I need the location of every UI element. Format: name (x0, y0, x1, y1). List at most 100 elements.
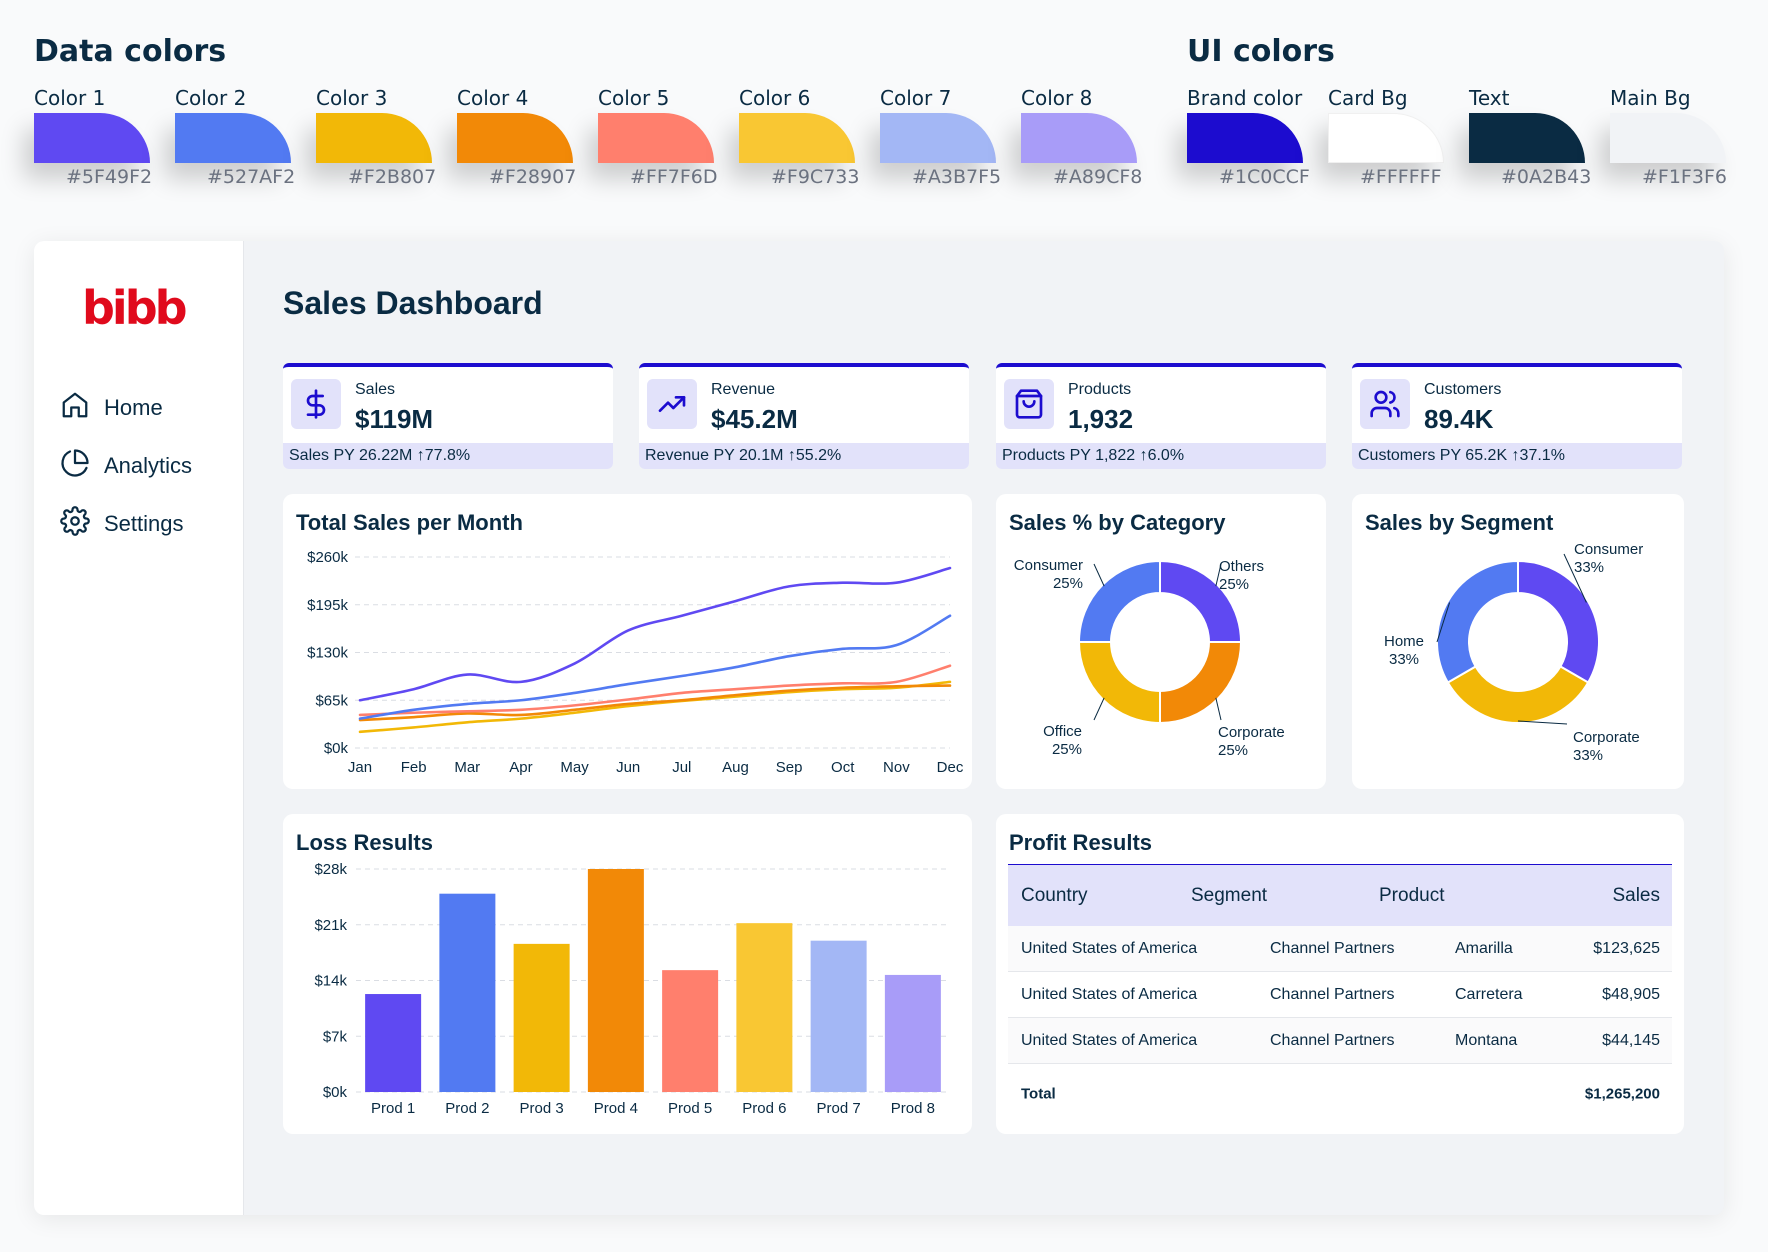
kpi-card-sales[interactable]: Sales $119M Sales PY 26.22M ↑77.8% (283, 363, 613, 469)
y-tick-label: $130k (307, 645, 348, 662)
x-tick-label: Sep (776, 759, 803, 776)
series-line (358, 566, 952, 702)
x-tick-label: Feb (401, 759, 427, 776)
total-label: Total (1021, 1085, 1056, 1103)
donut-slice (1159, 641, 1243, 725)
cell-sales: $48,905 (1602, 985, 1660, 1003)
category-card: Sales % by Category Others 25% Corporate 25… (996, 494, 1326, 789)
bar (810, 940, 867, 1092)
sidebar-item-analytics[interactable]: Analytics (60, 446, 192, 486)
x-tick-label: Prod 8 (891, 1100, 935, 1117)
x-tick-label: Prod 5 (668, 1100, 712, 1117)
series-line (358, 684, 952, 722)
swatch-hex: #F2B807 (348, 166, 437, 188)
cell-product: Carretera (1455, 985, 1523, 1003)
column-header-country[interactable]: Country (1021, 884, 1088, 906)
kpi-label: Sales (355, 381, 396, 398)
kpi-value: $119M (355, 404, 434, 434)
slice-percent: 25% (1052, 741, 1082, 758)
cell-sales: $123,625 (1593, 939, 1660, 957)
swatch-hex: #F1F3F6 (1642, 166, 1727, 188)
x-tick-label: Prod 4 (594, 1100, 638, 1117)
slice-percent: 25% (1053, 575, 1083, 592)
donut-slice (1446, 665, 1590, 724)
column-header-segment[interactable]: Segment (1191, 884, 1268, 906)
x-tick-label: Mar (454, 759, 480, 776)
leader-line (1093, 697, 1105, 721)
cell-country: United States of America (1021, 985, 1198, 1003)
x-tick-label: Oct (831, 759, 855, 776)
cell-product: Montana (1455, 1031, 1518, 1049)
kpi-footer: Products PY 1,822 ↑6.0% (996, 443, 1326, 469)
kpi-footer: Sales PY 26.22M ↑77.8% (283, 443, 613, 469)
profit-card: Profit Results Country Segment Product S… (996, 814, 1684, 1134)
dollar-icon (291, 379, 341, 429)
leader-line (1436, 602, 1451, 643)
x-tick-label: Aug (722, 759, 749, 776)
table-header: Country Segment Product Sales (1008, 864, 1672, 926)
kpi-label: Customers (1424, 381, 1502, 398)
table-total-row: Total $1,265,200 (1008, 1064, 1672, 1124)
kpi-label: Products (1068, 381, 1132, 398)
slice-label: Consumer (1014, 557, 1083, 574)
swatch-label: Color 3 (316, 86, 388, 110)
bar (662, 970, 719, 1092)
kpi-card-products[interactable]: Products 1,932 Products PY 1,822 ↑6.0% (996, 363, 1326, 469)
swatch-hex: #F9C733 (771, 166, 860, 188)
series-line (358, 680, 952, 734)
bar (587, 869, 644, 1092)
slice-percent: 33% (1574, 559, 1604, 576)
sidebar: bibb Home Analytics Settings (34, 241, 244, 1215)
table-body: United States of America Channel Partner… (1008, 926, 1672, 1064)
bar (439, 893, 496, 1092)
kpi-footer: Revenue PY 20.1M ↑55.2% (639, 443, 969, 469)
table-row[interactable]: United States of America Channel Partner… (1008, 972, 1672, 1018)
shopping-bag-icon (1004, 379, 1054, 429)
kpi-card-customers[interactable]: Customers 89.4K Customers PY 65.2K ↑37.1… (1352, 363, 1682, 469)
kpi-value: 1,932 (1068, 404, 1134, 434)
swatch-hex: #FF7F6D (630, 166, 718, 188)
data-colors-title: Data colors (34, 34, 227, 69)
swatch-hex: #1C0CCF (1219, 166, 1310, 188)
leader-line (1215, 697, 1222, 721)
profit-table: Country Segment Product Sales United Sta… (1008, 864, 1672, 1124)
color-swatch (739, 113, 855, 163)
logo[interactable]: bibb (82, 281, 188, 335)
column-header-sales[interactable]: Sales (1612, 884, 1660, 906)
swatch-label: Color 6 (739, 86, 811, 110)
y-tick-label: $65k (315, 692, 348, 709)
table-row[interactable]: United States of America Channel Partner… (1008, 1018, 1672, 1064)
cell-sales: $44,145 (1602, 1031, 1660, 1049)
pie-chart-icon (60, 448, 90, 484)
x-tick-label: Apr (509, 759, 532, 776)
users-icon (1360, 379, 1410, 429)
swatch-hex: #A89CF8 (1053, 166, 1143, 188)
cell-segment: Channel Partners (1270, 939, 1395, 957)
color-swatch (1187, 113, 1303, 163)
kpi-card-revenue[interactable]: Revenue $45.2M Revenue PY 20.1M ↑55.2% (639, 363, 969, 469)
sidebar-item-label: Settings (104, 511, 184, 536)
color-swatch (1328, 113, 1444, 163)
y-tick-label: $14k (314, 973, 347, 990)
leader-line (1093, 563, 1105, 587)
slice-percent: 33% (1573, 747, 1603, 764)
column-header-product[interactable]: Product (1379, 884, 1445, 906)
x-tick-label: Prod 7 (817, 1100, 861, 1117)
card-title: Sales by Segment (1365, 510, 1554, 535)
x-tick-label: Jul (672, 759, 691, 776)
card-title: Loss Results (296, 830, 433, 855)
card-title: Sales % by Category (1009, 510, 1226, 535)
total-sales-card: Total Sales per Month $0k $65k $130k $195k $… (283, 494, 972, 789)
segment-card: Sales by Segment Consumer 33% Corporate 33%… (1352, 494, 1684, 789)
sidebar-item-home[interactable]: Home (60, 388, 163, 428)
color-swatch (880, 113, 996, 163)
sidebar-item-settings[interactable]: Settings (60, 504, 184, 544)
line-chart: $0k $65k $130k $195k $260k Jan Feb Mar Apr May Jun… (307, 549, 964, 776)
table-row[interactable]: United States of America Channel Partner… (1008, 926, 1672, 972)
total-value: $1,265,200 (1584, 1085, 1660, 1103)
kpi-footer: Customers PY 65.2K ↑37.1% (1352, 443, 1682, 469)
color-swatch (1469, 113, 1585, 163)
slice-label: Corporate (1573, 729, 1640, 746)
page-title: Sales Dashboard (283, 285, 543, 321)
